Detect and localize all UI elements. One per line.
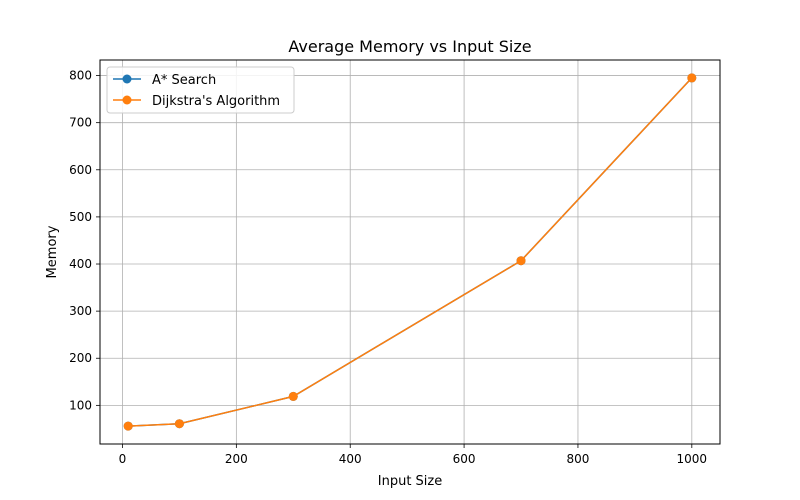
y-tick-label: 600 (69, 163, 92, 177)
y-axis-label: Memory (45, 225, 60, 278)
legend-label-a-star: A* Search (152, 73, 216, 88)
y-tick-label: 300 (69, 304, 92, 318)
x-tick-label: 600 (453, 452, 476, 466)
plot-frame (99, 59, 721, 445)
series-layer (123, 73, 697, 431)
legend-marker-a-star (122, 74, 132, 84)
series-0 (123, 73, 697, 431)
data-point (174, 419, 184, 429)
data-point (123, 421, 133, 431)
x-axis: 0 200 400 600 800 1000 (119, 444, 707, 466)
series-line (128, 77, 693, 427)
x-tick-label: 0 (119, 452, 127, 466)
y-tick-label: 100 (69, 398, 92, 412)
data-point (516, 256, 526, 266)
legend-box (106, 66, 295, 114)
chart-title: Average Memory vs Input Size (288, 37, 531, 56)
series-line (128, 77, 693, 427)
legend-marker-dijkstra (122, 95, 132, 105)
series-1 (123, 73, 697, 431)
x-tick-label: 400 (339, 452, 362, 466)
x-axis-label: Input Size (378, 474, 442, 489)
legend-label-dijkstra: Dijkstra's Algorithm (152, 94, 280, 109)
y-axis: 100 200 300 400 500 600 700 800 (69, 69, 100, 412)
y-tick-label: 200 (69, 351, 92, 365)
grid (100, 60, 720, 444)
data-point (288, 391, 298, 401)
legend: A* Search Dijkstra's Algorithm (106, 66, 295, 114)
y-tick-label: 800 (69, 69, 92, 83)
y-tick-label: 400 (69, 257, 92, 271)
data-point (687, 73, 697, 83)
y-tick-label: 700 (69, 116, 92, 130)
y-tick-label: 500 (69, 210, 92, 224)
x-tick-label: 200 (225, 452, 248, 466)
x-tick-label: 800 (566, 452, 589, 466)
x-tick-label: 1000 (677, 452, 708, 466)
